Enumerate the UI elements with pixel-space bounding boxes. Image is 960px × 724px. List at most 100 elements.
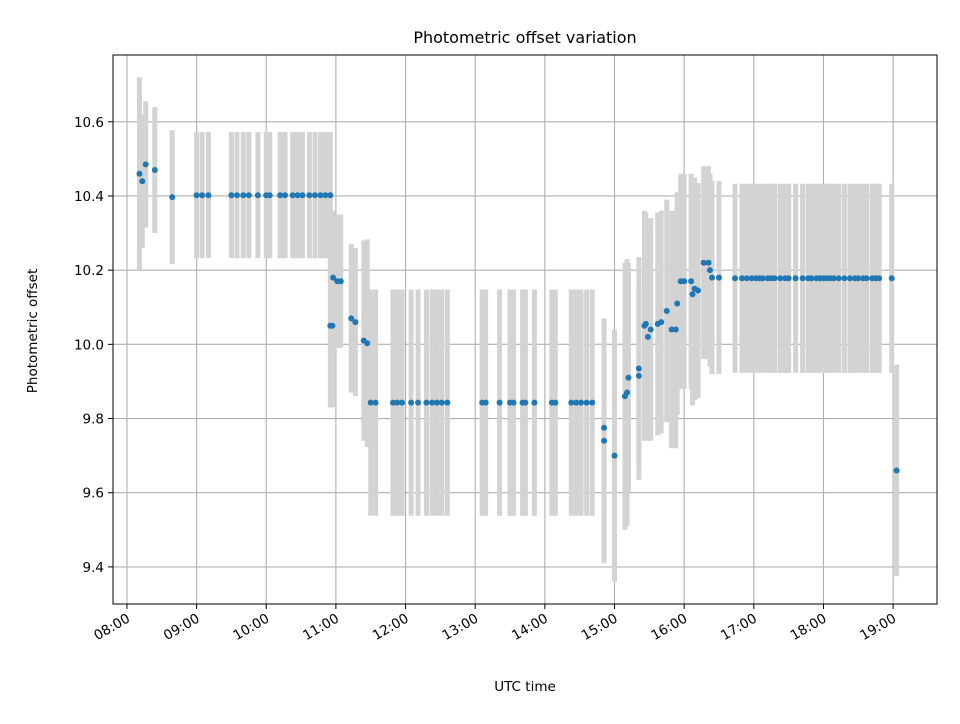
y-axis-label: Photometric offset: [25, 269, 41, 393]
data-point: [240, 192, 247, 199]
data-point: [233, 192, 240, 199]
data-point: [611, 452, 618, 459]
data-point: [573, 399, 580, 406]
data-point: [706, 267, 713, 274]
data-point: [689, 291, 696, 298]
data-point: [635, 365, 642, 372]
data-point: [337, 278, 344, 285]
data-point: [322, 192, 329, 199]
data-point: [738, 275, 745, 282]
data-point: [139, 178, 146, 185]
data-point: [390, 399, 397, 406]
data-point: [433, 399, 440, 406]
data-point: [289, 192, 296, 199]
data-point: [771, 275, 778, 282]
data-point: [672, 326, 679, 333]
data-point: [644, 333, 651, 340]
data-point: [647, 326, 654, 333]
data-point: [625, 374, 632, 381]
data-point: [299, 192, 306, 199]
data-point: [266, 192, 273, 199]
point-layer: [136, 161, 900, 474]
data-point: [438, 399, 445, 406]
data-point: [863, 275, 870, 282]
data-point: [245, 192, 252, 199]
y-tick-label: 10.2: [74, 263, 104, 279]
data-point: [306, 192, 313, 199]
data-point: [327, 192, 334, 199]
data-point: [732, 275, 739, 282]
data-point: [254, 192, 261, 199]
data-point: [808, 275, 815, 282]
data-point: [841, 275, 848, 282]
y-tick-label: 9.6: [83, 486, 104, 502]
data-point: [482, 399, 489, 406]
data-point: [835, 275, 842, 282]
data-point: [330, 274, 337, 281]
data-point: [277, 192, 284, 199]
data-point: [444, 399, 451, 406]
data-point: [522, 399, 529, 406]
data-point: [169, 194, 176, 201]
data-point: [199, 192, 206, 199]
data-point: [228, 192, 235, 199]
data-point: [367, 399, 374, 406]
data-point: [329, 322, 336, 329]
data-point: [496, 399, 503, 406]
data-point: [785, 275, 792, 282]
data-point: [668, 326, 675, 333]
data-point: [876, 275, 883, 282]
data-point: [364, 340, 371, 347]
data-point: [589, 399, 596, 406]
data-point: [893, 467, 900, 474]
data-point: [777, 275, 784, 282]
data-point: [568, 399, 575, 406]
data-point: [142, 161, 149, 168]
data-point: [429, 399, 436, 406]
data-point: [408, 399, 415, 406]
data-point: [888, 275, 895, 282]
y-axis-ticks: 9.4 9.6 9.8 10.0 10.2 10.4 10.6: [74, 115, 113, 576]
y-tick-label: 9.4: [83, 560, 104, 576]
data-point: [352, 319, 359, 326]
data-point: [415, 399, 422, 406]
data-point: [311, 192, 318, 199]
data-point: [578, 399, 585, 406]
data-point: [855, 275, 862, 282]
data-point: [348, 315, 355, 322]
data-point: [759, 275, 766, 282]
data-point: [601, 437, 608, 444]
data-point: [282, 192, 289, 199]
data-point: [294, 192, 301, 199]
data-point: [658, 319, 665, 326]
data-point: [193, 192, 200, 199]
data-point: [136, 170, 143, 177]
data-point: [317, 192, 324, 199]
data-point: [748, 275, 755, 282]
data-point: [681, 278, 688, 285]
data-point: [552, 399, 559, 406]
data-point: [688, 278, 695, 285]
data-point: [423, 399, 430, 406]
plot-frame: [112, 54, 938, 605]
data-point: [642, 320, 649, 327]
data-point: [399, 399, 406, 406]
data-point: [635, 372, 642, 379]
y-tick-label: 10.6: [74, 115, 104, 131]
chart-title: Photometric offset variation: [413, 28, 636, 47]
data-point: [709, 274, 716, 281]
data-point: [695, 287, 702, 294]
data-point: [799, 275, 806, 282]
data-point: [743, 275, 750, 282]
data-point: [624, 389, 631, 396]
data-point: [663, 307, 670, 314]
data-point: [792, 275, 799, 282]
data-point: [531, 399, 538, 406]
x-axis-label: UTC time: [494, 679, 556, 695]
data-point: [700, 259, 707, 266]
data-point: [205, 192, 212, 199]
data-point: [705, 259, 712, 266]
y-tick-label: 10.4: [74, 189, 104, 205]
